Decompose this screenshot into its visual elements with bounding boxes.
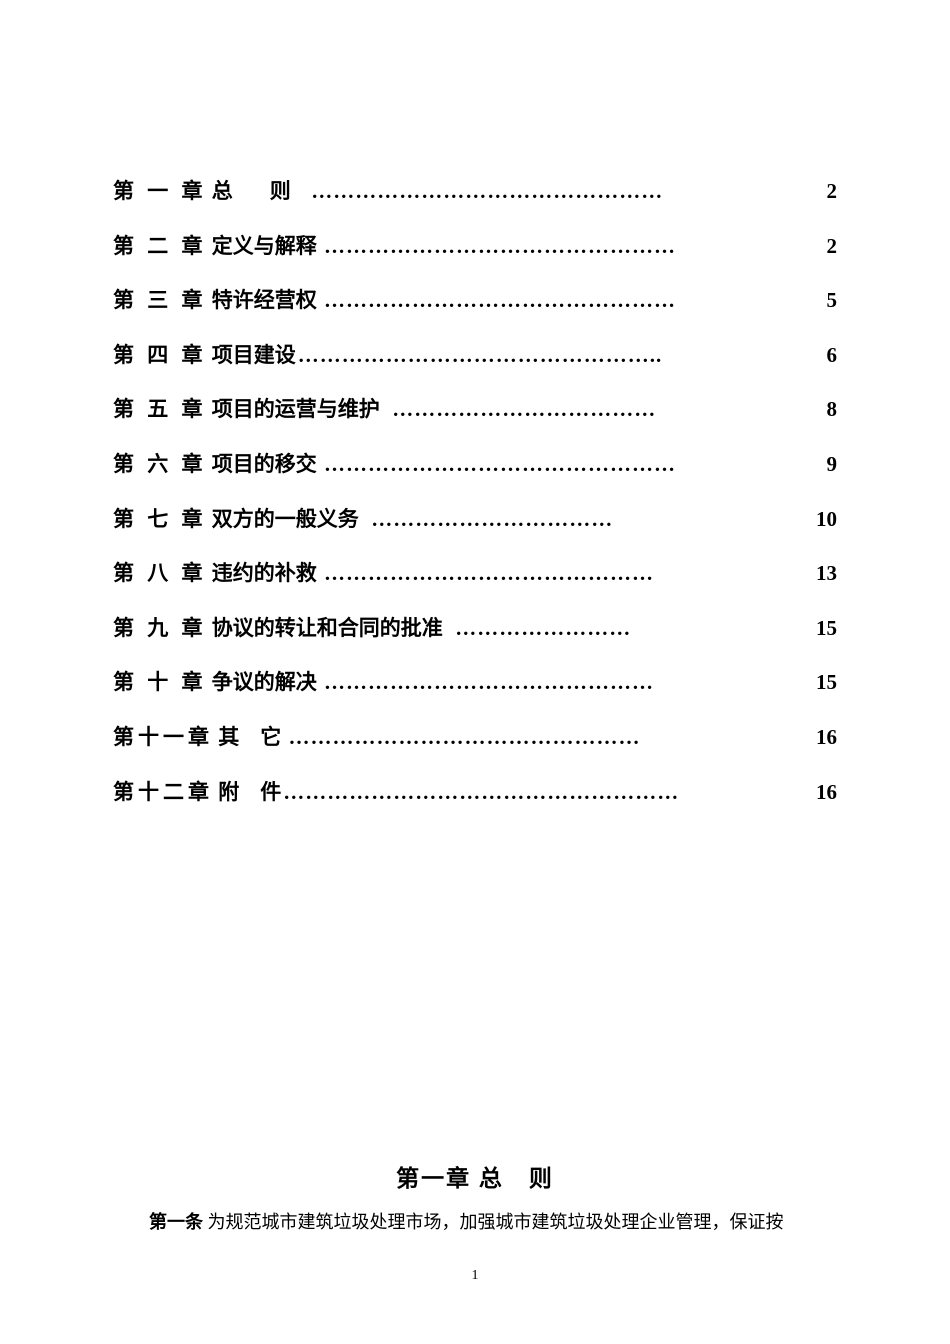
- toc-leader-dots: ……………………………: [369, 503, 816, 537]
- toc-leader-dots: ………………………………: [390, 393, 826, 427]
- toc-entry: 第 四 章 项目建设 ………………………………………….. 6: [113, 339, 837, 373]
- toc-page-number: 2: [827, 175, 838, 209]
- toc-chapter-label: 第 五 章: [113, 393, 207, 427]
- toc-entry: 第 八 章 违约的补救 ……………………………………… 13: [113, 557, 837, 591]
- toc-chapter-title: 双方的一般义务: [212, 503, 359, 537]
- toc-leader-dots: …………………………………………: [287, 721, 817, 755]
- toc-chapter-title: 特许经营权: [212, 284, 317, 318]
- toc-chapter-label: 第 九 章: [113, 612, 207, 646]
- toc-chapter-title: 总 则: [212, 175, 299, 209]
- toc-page-number: 15: [816, 666, 837, 700]
- toc-page-number: 13: [816, 557, 837, 591]
- toc-page-number: 15: [816, 612, 837, 646]
- toc-chapter-label: 第 六 章: [113, 448, 207, 482]
- toc-entry: 第 十 章 争议的解决 ……………………………………… 15: [113, 666, 837, 700]
- toc-entry: 第 二 章 定义与解释 ………………………………………… 2: [113, 230, 837, 264]
- toc-chapter-label: 第 一 章: [113, 175, 207, 209]
- toc-leader-dots: …………………………………………..: [296, 339, 827, 373]
- toc-chapter-label: 第 四 章: [113, 339, 207, 373]
- document-page: 第 一 章 总 则 ………………………………………… 2 第 二 章 定义与解释…: [0, 0, 950, 1344]
- toc-entry: 第 三 章 特许经营权 ………………………………………… 5: [113, 284, 837, 318]
- toc-chapter-label: 第 三 章: [113, 284, 207, 318]
- toc-entry: 第 六 章 项目的移交 ………………………………………… 9: [113, 448, 837, 482]
- toc-chapter-label: 第 七 章: [113, 503, 207, 537]
- toc-leader-dots: ………………………………………: [322, 666, 816, 700]
- toc-page-number: 9: [827, 448, 838, 482]
- toc-chapter-title: 其 它: [218, 721, 281, 755]
- toc-page-number: 10: [816, 503, 837, 537]
- toc-leader-dots: …………………………………………: [322, 230, 827, 264]
- toc-leader-dots: …………………………………………: [322, 284, 827, 318]
- toc-leader-dots: …………………………………………: [309, 175, 826, 209]
- article-number-label: 第一条: [149, 1212, 203, 1232]
- toc-page-number: 6: [827, 339, 838, 373]
- table-of-contents: 第 一 章 总 则 ………………………………………… 2 第 二 章 定义与解释…: [113, 175, 837, 809]
- toc-page-number: 16: [816, 721, 837, 755]
- toc-chapter-title: 定义与解释: [212, 230, 317, 264]
- toc-entry: 第 一 章 总 则 ………………………………………… 2: [113, 175, 837, 209]
- toc-chapter-title: 争议的解决: [212, 666, 317, 700]
- toc-leader-dots: ………………………………………: [322, 557, 816, 591]
- toc-leader-dots: ……………………: [453, 612, 816, 646]
- toc-entry: 第 七 章 双方的一般义务 …………………………… 10: [113, 503, 837, 537]
- toc-chapter-label: 第十二章: [113, 776, 213, 810]
- toc-chapter-title: 项目建设: [212, 339, 296, 373]
- toc-page-number: 5: [827, 284, 838, 318]
- toc-entry: 第 五 章 项目的运营与维护 ……………………………… 8: [113, 393, 837, 427]
- toc-page-number: 16: [816, 776, 837, 810]
- page-number: 1: [0, 1268, 950, 1284]
- toc-chapter-label: 第十一章: [113, 721, 213, 755]
- toc-chapter-title: 项目的运营与维护: [212, 393, 380, 427]
- toc-chapter-title: 违约的补救: [212, 557, 317, 591]
- toc-chapter-title: 协议的转让和合同的批准: [212, 612, 443, 646]
- chapter-heading: 第一章 总 则: [113, 1159, 837, 1193]
- toc-leader-dots: ………………………………………………: [281, 776, 816, 810]
- toc-chapter-label: 第 二 章: [113, 230, 207, 264]
- toc-entry: 第 九 章 协议的转让和合同的批准 …………………… 15: [113, 612, 837, 646]
- article-body-text: 为规范城市建筑垃圾处理市场，加强城市建筑垃圾处理企业管理，保证按: [208, 1212, 784, 1232]
- toc-entry: 第十一章 其 它 ………………………………………… 16: [113, 721, 837, 755]
- toc-page-number: 8: [827, 393, 838, 427]
- toc-chapter-label: 第 八 章: [113, 557, 207, 591]
- toc-chapter-label: 第 十 章: [113, 666, 207, 700]
- toc-chapter-title: 附 件: [218, 776, 281, 810]
- article-paragraph: 第一条 为规范城市建筑垃圾处理市场，加强城市建筑垃圾处理企业管理，保证按: [113, 1207, 837, 1239]
- toc-entry: 第十二章 附 件 ……………………………………………… 16: [113, 776, 837, 810]
- toc-leader-dots: …………………………………………: [322, 448, 827, 482]
- toc-chapter-title: 项目的移交: [212, 448, 317, 482]
- toc-page-number: 2: [827, 230, 838, 264]
